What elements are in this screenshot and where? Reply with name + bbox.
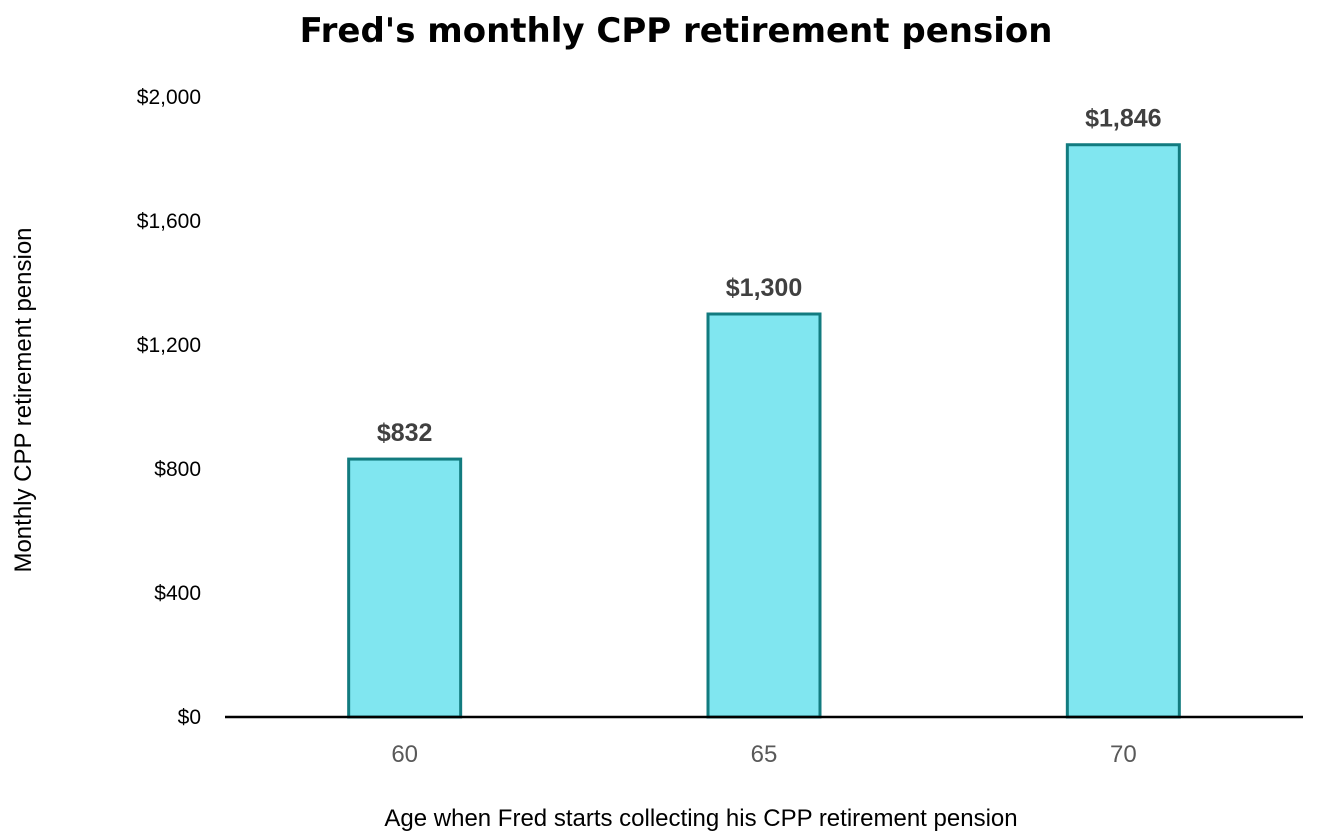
y-tick-label: $1,200 [137,334,201,357]
x-tick-label: 60 [391,741,418,768]
y-axis-label: Monthly CPP retirement pension [10,227,37,572]
y-tick-label: $800 [154,458,201,481]
y-axis-ticks: $0 $400 $800 $1,200 $1,600 $2,000 [137,86,201,729]
y-tick-label: $2,000 [137,86,201,109]
y-tick-label: $1,600 [137,210,201,233]
data-labels-group: $832 $1,300 $1,846 [377,105,1162,447]
y-tick-label: $400 [154,582,201,605]
bars-group [347,143,1181,719]
data-label: $1,846 [1085,105,1161,133]
bar-age-60 [347,457,463,719]
y-tick-label: $0 [178,706,201,729]
x-tick-label: 70 [1110,741,1137,768]
data-label: $1,300 [726,274,802,302]
bar-age-65 [706,312,822,719]
x-tick-label: 65 [751,741,778,768]
x-axis-label: Age when Fred starts collecting his CPP … [384,805,1017,832]
bar-age-70 [1065,143,1181,719]
data-label: $832 [377,419,433,447]
chart-title: Fred's monthly CPP retirement pension [300,11,1053,51]
x-axis-ticks: 60 65 70 [391,741,1136,768]
